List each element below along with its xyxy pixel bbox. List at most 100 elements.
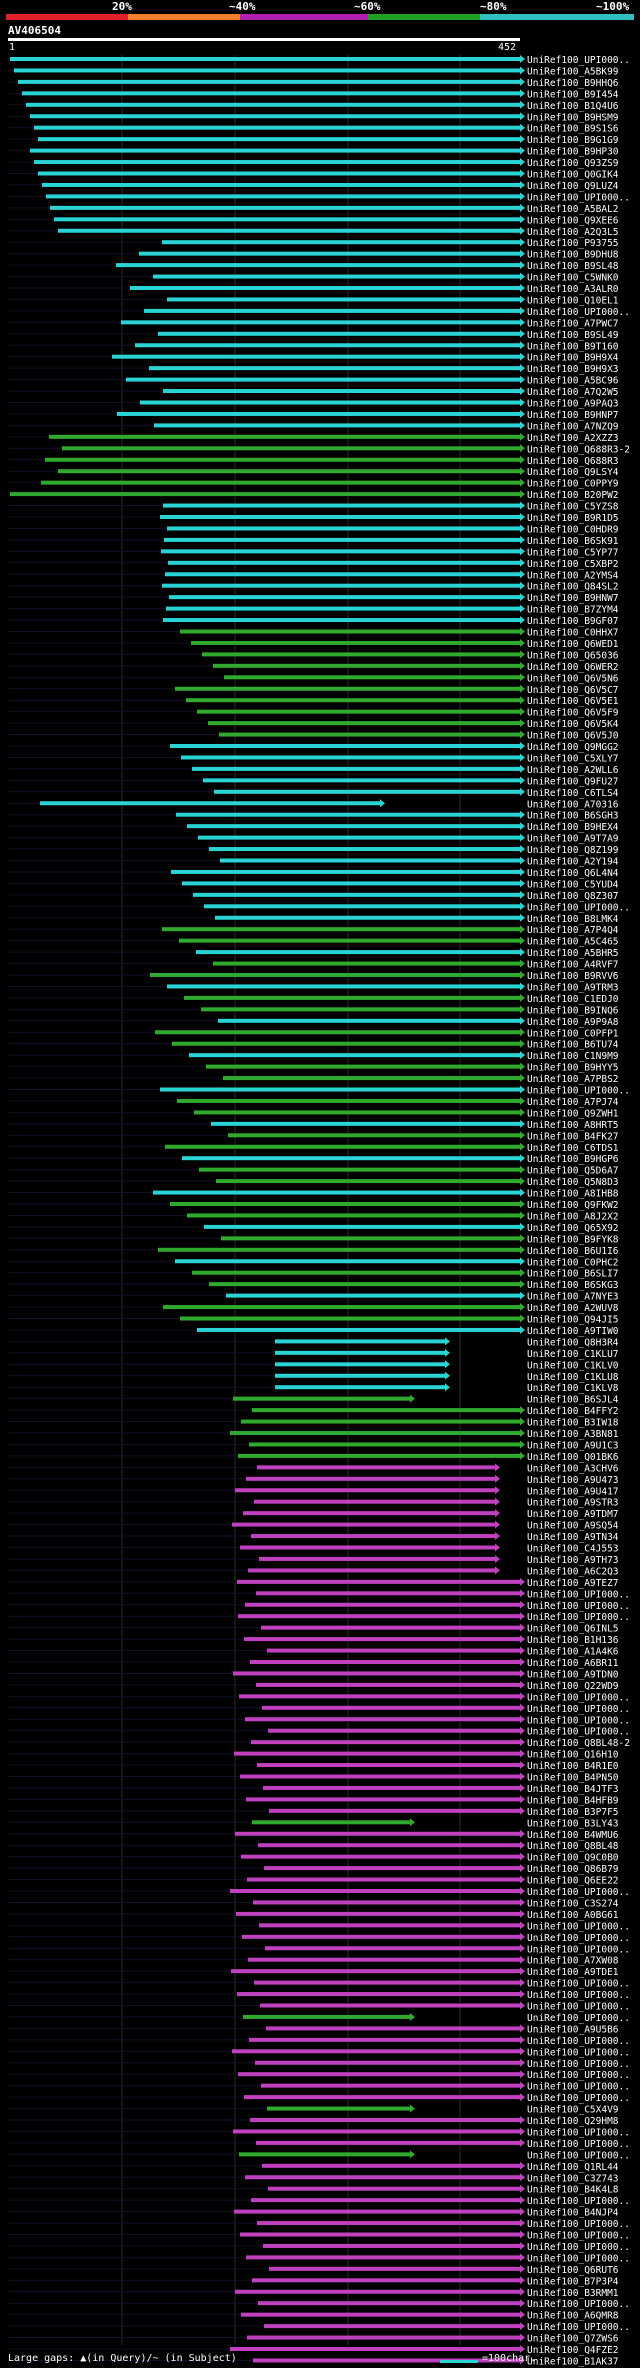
hit-label[interactable]: UniRef100_UPI000.. [527, 1887, 630, 1898]
hit-label[interactable]: UniRef100_A70316 [527, 799, 619, 810]
hit-label[interactable]: UniRef100_B9H9X3 [527, 364, 619, 375]
hit-label[interactable]: UniRef100_B1H136 [527, 1635, 619, 1646]
hit-label[interactable]: UniRef100_UPI000.. [527, 307, 630, 318]
hit-label[interactable]: UniRef100_Q0GIK4 [527, 170, 619, 181]
hit-label[interactable]: UniRef100_UPI000.. [527, 1715, 630, 1726]
hit-label[interactable]: UniRef100_A9TN34 [527, 1532, 619, 1543]
hit-label[interactable]: UniRef100_A9U417 [527, 1486, 619, 1497]
hit-label[interactable]: UniRef100_Q9MGG2 [527, 742, 619, 753]
hit-label[interactable]: UniRef100_Q5D6A7 [527, 1166, 619, 1177]
hit-label[interactable]: UniRef100_Q6V5K4 [527, 719, 619, 730]
hit-label[interactable]: UniRef100_UPI000.. [527, 2322, 630, 2333]
hit-label[interactable]: UniRef100_UPI000.. [527, 2070, 630, 2081]
hit-label[interactable]: UniRef100_Q1RL44 [527, 2162, 619, 2173]
hit-label[interactable]: UniRef100_Q6V5E1 [527, 696, 619, 707]
hit-label[interactable]: UniRef100_B4K4L8 [527, 2185, 619, 2196]
hit-label[interactable]: UniRef100_C1N9M9 [527, 1051, 619, 1062]
hit-label[interactable]: UniRef100_Q9XEE6 [527, 215, 619, 226]
hit-label[interactable]: UniRef100_UPI000.. [527, 1933, 630, 1944]
hit-label[interactable]: UniRef100_Q10EL1 [527, 295, 619, 306]
hit-label[interactable]: UniRef100_Q22WD9 [527, 1681, 619, 1692]
hit-label[interactable]: UniRef100_B9T160 [527, 341, 619, 352]
hit-label[interactable]: UniRef100_Q8H3R4 [527, 1337, 619, 1348]
hit-label[interactable]: UniRef100_Q9LUZ4 [527, 181, 619, 192]
hit-label[interactable]: UniRef100_B6SLI7 [527, 1269, 619, 1280]
hit-label[interactable]: UniRef100_Q84SL2 [527, 582, 619, 593]
hit-label[interactable]: UniRef100_UPI000.. [527, 2127, 630, 2138]
hit-label[interactable]: UniRef100_A9TEZ7 [527, 1578, 619, 1589]
hit-label[interactable]: UniRef100_B4FK27 [527, 1131, 619, 1142]
hit-label[interactable]: UniRef100_UPI000.. [527, 1979, 630, 1990]
hit-label[interactable]: UniRef100_C1EDJ0 [527, 994, 619, 1005]
hit-label[interactable]: UniRef100_Q8BL48 [527, 1841, 619, 1852]
hit-label[interactable]: UniRef100_C6TDS1 [527, 1143, 619, 1154]
hit-label[interactable]: UniRef100_C0PFP1 [527, 1028, 619, 1039]
hit-label[interactable]: UniRef100_B1Q4U6 [527, 101, 619, 112]
hit-label[interactable]: UniRef100_A6QMR8 [527, 2311, 619, 2322]
hit-label[interactable]: UniRef100_A2Q3L5 [527, 227, 619, 238]
hit-label[interactable]: UniRef100_UPI000.. [527, 1692, 630, 1703]
hit-label[interactable]: UniRef100_UPI000.. [527, 2150, 630, 2161]
hit-label[interactable]: UniRef100_C0HDR9 [527, 524, 619, 535]
hit-label[interactable]: UniRef100_Q93ZS9 [527, 158, 619, 169]
hit-label[interactable]: UniRef100_Q9FU27 [527, 776, 619, 787]
hit-label[interactable]: UniRef100_UPI000.. [527, 1990, 630, 2001]
hit-label[interactable]: UniRef100_A5BK99 [527, 66, 619, 77]
hit-label[interactable]: UniRef100_B9DHU8 [527, 250, 619, 261]
hit-label[interactable]: UniRef100_A3CHV6 [527, 1463, 619, 1474]
hit-label[interactable]: UniRef100_Q6INL5 [527, 1624, 619, 1635]
hit-label[interactable]: UniRef100_B6TU74 [527, 1040, 619, 1051]
hit-label[interactable]: UniRef100_A6BR11 [527, 1658, 619, 1669]
hit-label[interactable]: UniRef100_A7P4Q4 [527, 925, 619, 936]
hit-label[interactable]: UniRef100_B9HP30 [527, 147, 619, 158]
hit-label[interactable]: UniRef100_B4JTF3 [527, 1784, 619, 1795]
hit-label[interactable]: UniRef100_A2WLL6 [527, 765, 619, 776]
hit-label[interactable]: UniRef100_UPI000.. [527, 1589, 630, 1600]
hit-label[interactable]: UniRef100_A8IHB8 [527, 1189, 619, 1200]
hit-label[interactable]: UniRef100_C3S274 [527, 1898, 619, 1909]
hit-label[interactable]: UniRef100_Q01BK6 [527, 1452, 619, 1463]
hit-label[interactable]: UniRef100_UPI000.. [527, 2047, 630, 2058]
hit-label[interactable]: UniRef100_A4RVF7 [527, 960, 619, 971]
hit-label[interactable]: UniRef100_UPI000.. [527, 2299, 630, 2310]
hit-label[interactable]: UniRef100_A3ALR0 [527, 284, 619, 295]
hit-label[interactable]: UniRef100_UPI000.. [527, 1612, 630, 1623]
hit-label[interactable]: UniRef100_Q16H10 [527, 1750, 619, 1761]
hit-label[interactable]: UniRef100_C5XBP2 [527, 559, 619, 570]
hit-label[interactable]: UniRef100_B8LMK4 [527, 914, 619, 925]
hit-label[interactable]: UniRef100_A9TDM7 [527, 1509, 619, 1520]
hit-label[interactable]: UniRef100_P93755 [527, 238, 619, 249]
hit-label[interactable]: UniRef100_UPI000.. [527, 2002, 630, 2013]
hit-label[interactable]: UniRef100_B4WMU6 [527, 1830, 619, 1841]
hit-label[interactable]: UniRef100_UPI000.. [527, 2013, 630, 2024]
hit-label[interactable]: UniRef100_A7XW08 [527, 1956, 619, 1967]
hit-label[interactable]: UniRef100_A5BHR5 [527, 948, 619, 959]
hit-label[interactable]: UniRef100_A7PJ74 [527, 1097, 619, 1108]
hit-label[interactable]: UniRef100_UPI000.. [527, 2059, 630, 2070]
hit-label[interactable]: UniRef100_B7ZYM4 [527, 605, 619, 616]
hit-label[interactable]: UniRef100_B4FFY2 [527, 1406, 619, 1417]
hit-label[interactable]: UniRef100_A9TIW0 [527, 1326, 619, 1337]
hit-label[interactable]: UniRef100_B9H9X4 [527, 353, 619, 364]
hit-label[interactable]: UniRef100_C0HHX7 [527, 628, 619, 639]
hit-label[interactable]: UniRef100_UPI000.. [527, 2082, 630, 2093]
hit-label[interactable]: UniRef100_Q688R3 [527, 456, 619, 467]
hit-label[interactable]: UniRef100_UPI000.. [527, 2139, 630, 2150]
hit-label[interactable]: UniRef100_C0PPY9 [527, 479, 619, 490]
hit-label[interactable]: UniRef100_B9HNW7 [527, 593, 619, 604]
hit-label[interactable]: UniRef100_Q9C0B0 [527, 1853, 619, 1864]
hit-label[interactable]: UniRef100_A7PBS2 [527, 1074, 619, 1085]
hit-label[interactable]: UniRef100_B9HGP6 [527, 1154, 619, 1165]
hit-label[interactable]: UniRef100_B3P7F5 [527, 1807, 619, 1818]
hit-label[interactable]: UniRef100_A7Q2W5 [527, 387, 619, 398]
hit-label[interactable]: UniRef100_B4PN50 [527, 1773, 619, 1784]
hit-label[interactable]: UniRef100_UPI000.. [527, 1921, 630, 1932]
hit-label[interactable]: UniRef100_Q688R3-2 [527, 444, 630, 455]
hit-label[interactable]: UniRef100_Q6EE22 [527, 1876, 619, 1887]
hit-label[interactable]: UniRef100_B9HYY5 [527, 1063, 619, 1074]
hit-label[interactable]: UniRef100_B1AK37 [527, 2356, 619, 2367]
hit-label[interactable]: UniRef100_B6U1I6 [527, 1246, 619, 1257]
hit-label[interactable]: UniRef100_A9U473 [527, 1475, 619, 1486]
hit-label[interactable]: UniRef100_Q94JI5 [527, 1315, 619, 1326]
hit-label[interactable]: UniRef100_Q65036 [527, 650, 619, 661]
